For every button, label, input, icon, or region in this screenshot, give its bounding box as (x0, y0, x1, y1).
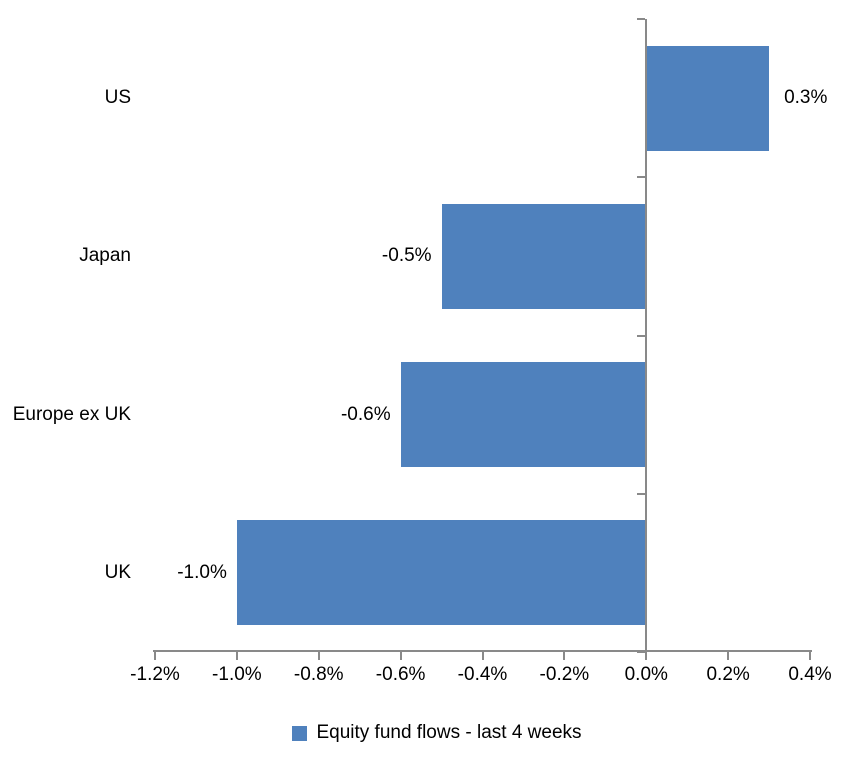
category-axis-tick (637, 492, 646, 495)
x-axis-tick-0-2- (727, 650, 730, 660)
x-axis-label--0-8-: -0.8% (293, 664, 344, 685)
x-axis-label--0-4-: -0.4% (457, 664, 508, 685)
x-axis-label--0-2-: -0.2% (539, 664, 590, 685)
bar-europe-ex-uk (400, 362, 647, 468)
category-axis-tick (637, 651, 646, 653)
x-axis-label-0-4-: 0.4% (788, 664, 832, 685)
x-axis-label-0-0-: 0.0% (624, 664, 668, 685)
category-label-europe-ex-uk: Europe ex UK (12, 403, 131, 425)
legend-label: Equity fund flows - last 4 weeks (316, 722, 582, 743)
data-label-uk: -1.0% (177, 561, 227, 583)
category-label-us: US (104, 87, 131, 109)
x-axis-tick-0-0- (645, 650, 648, 660)
x-axis-tick--1-0- (235, 650, 238, 660)
category-label-uk: UK (104, 561, 131, 583)
legend-swatch-icon (292, 725, 308, 741)
x-axis-label-0-2-: 0.2% (706, 664, 750, 685)
bar-us (646, 45, 770, 151)
zero-baseline (645, 19, 648, 652)
x-axis-tick--1-2- (154, 650, 156, 660)
x-axis-label--1-2-: -1.2% (130, 664, 180, 685)
data-label-europe-ex-uk: -0.6% (340, 403, 391, 425)
category-axis-tick (637, 176, 646, 179)
x-axis-tick-0-4- (809, 650, 811, 660)
data-label-japan: -0.5% (381, 245, 432, 267)
x-axis-tick--0-6- (399, 650, 402, 660)
x-axis-tick--0-2- (563, 650, 566, 660)
bar-japan (441, 203, 647, 309)
bar-uk (236, 520, 647, 626)
category-label-japan: Japan (79, 245, 131, 267)
x-axis-label--0-6-: -0.6% (375, 664, 426, 685)
x-axis-tick--0-8- (317, 650, 320, 660)
data-label-us: 0.3% (784, 87, 828, 109)
category-axis-tick (637, 334, 646, 337)
legend: Equity fund flows - last 4 weeks (11, 722, 852, 744)
x-axis-label--1-0-: -1.0% (212, 664, 262, 685)
x-axis-tick--0-4- (481, 650, 484, 660)
category-axis-tick (637, 18, 646, 20)
